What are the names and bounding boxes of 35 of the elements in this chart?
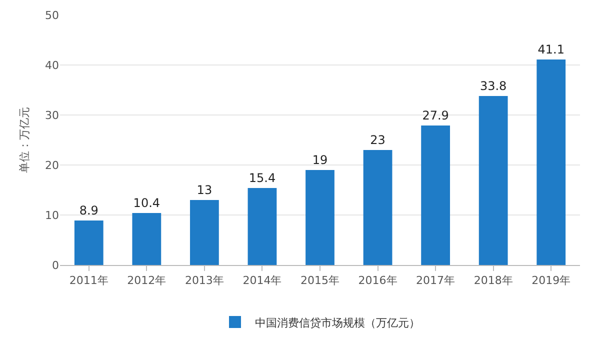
x-tick-label: 2012年 [127,274,166,288]
legend-label: 中国消费信贷市场规模（万亿元） [255,316,420,330]
y-tick-label: 40 [45,58,59,72]
data-label: 10.4 [133,196,160,210]
bar [132,213,162,265]
x-tick-label: 2013年 [184,274,224,288]
data-label: 27.9 [422,108,449,122]
data-label: 8.9 [79,204,98,218]
y-axis-title: 单位：万亿元 [18,107,31,173]
bar [190,200,219,265]
x-tick-label: 2019年 [532,274,571,288]
data-label: 15.4 [248,171,276,185]
data-label: 41.1 [538,42,564,56]
bar [74,220,104,265]
x-tick-label: 2016年 [358,274,398,288]
y-tick-label: 10 [45,208,59,222]
bar [363,150,392,265]
data-label: 23 [370,133,386,147]
y-tick-label: 20 [45,158,59,172]
x-tick-label: 2014年 [242,274,282,288]
y-tick-label: 50 [45,8,59,22]
y-tick-label: 0 [52,258,59,272]
data-label: 13 [196,183,212,197]
bar [421,126,450,265]
x-tick-label: 2011年 [69,274,108,288]
data-label: 19 [312,153,328,167]
bar [478,96,508,265]
bar [248,188,277,265]
x-tick-label: 2018年 [474,274,513,288]
x-tick-label: 2017年 [416,274,456,288]
x-tick-label: 2015年 [300,274,340,288]
bar [306,170,334,265]
y-tick-label: 30 [45,108,59,122]
bar [536,60,566,265]
data-label: 33.8 [480,79,507,93]
